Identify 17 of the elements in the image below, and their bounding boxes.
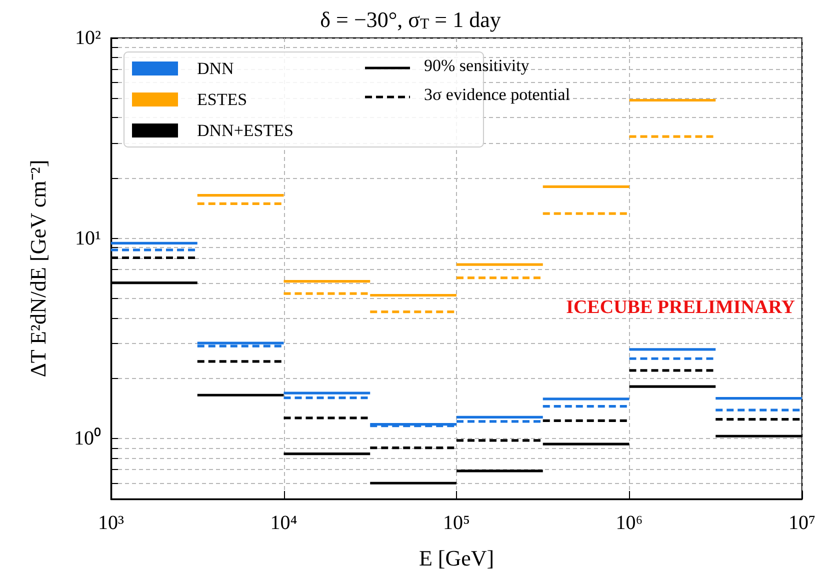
- y-tick-label: 10⁰: [74, 426, 101, 450]
- annotation: ICECUBE PRELIMINARY: [566, 297, 796, 318]
- legend-label: DNN: [197, 59, 234, 78]
- annotation: 3σ evidence potential: [424, 85, 570, 104]
- y-axis-title: ΔT E²dN/dE [GeV cm⁻²]: [26, 160, 50, 378]
- x-tick-label: 10⁴: [270, 512, 298, 534]
- x-tick-label: 10³: [98, 512, 124, 534]
- legend-label: ESTES: [197, 90, 248, 109]
- y-tick-label: 10¹: [75, 227, 101, 250]
- x-tick-label: 10⁵: [443, 512, 470, 534]
- x-axis-title: E [GeV]: [418, 546, 494, 570]
- chart-title: δ = −30°, σT = 1 day: [320, 7, 501, 32]
- x-tick-label: 10⁷: [788, 512, 816, 534]
- annotation: 90% sensitivity: [424, 56, 530, 75]
- x-tick-label: 10⁶: [616, 512, 643, 534]
- legend-label: DNN+ESTES: [197, 121, 294, 140]
- y-tick-label: 10²: [75, 27, 101, 49]
